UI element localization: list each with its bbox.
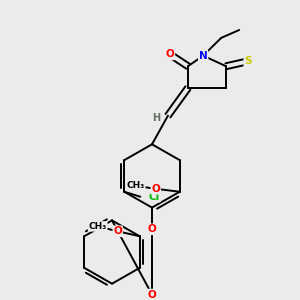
Text: CH₃: CH₃	[88, 222, 107, 231]
Text: O: O	[151, 184, 160, 194]
Text: O: O	[166, 50, 174, 59]
Text: O: O	[148, 224, 156, 234]
Text: O: O	[148, 290, 156, 300]
Text: O: O	[113, 226, 122, 236]
Text: CH₃: CH₃	[127, 181, 145, 190]
Text: S: S	[244, 56, 252, 66]
Text: Cl: Cl	[149, 192, 160, 202]
Text: H: H	[152, 112, 160, 123]
Text: N: N	[199, 51, 208, 61]
